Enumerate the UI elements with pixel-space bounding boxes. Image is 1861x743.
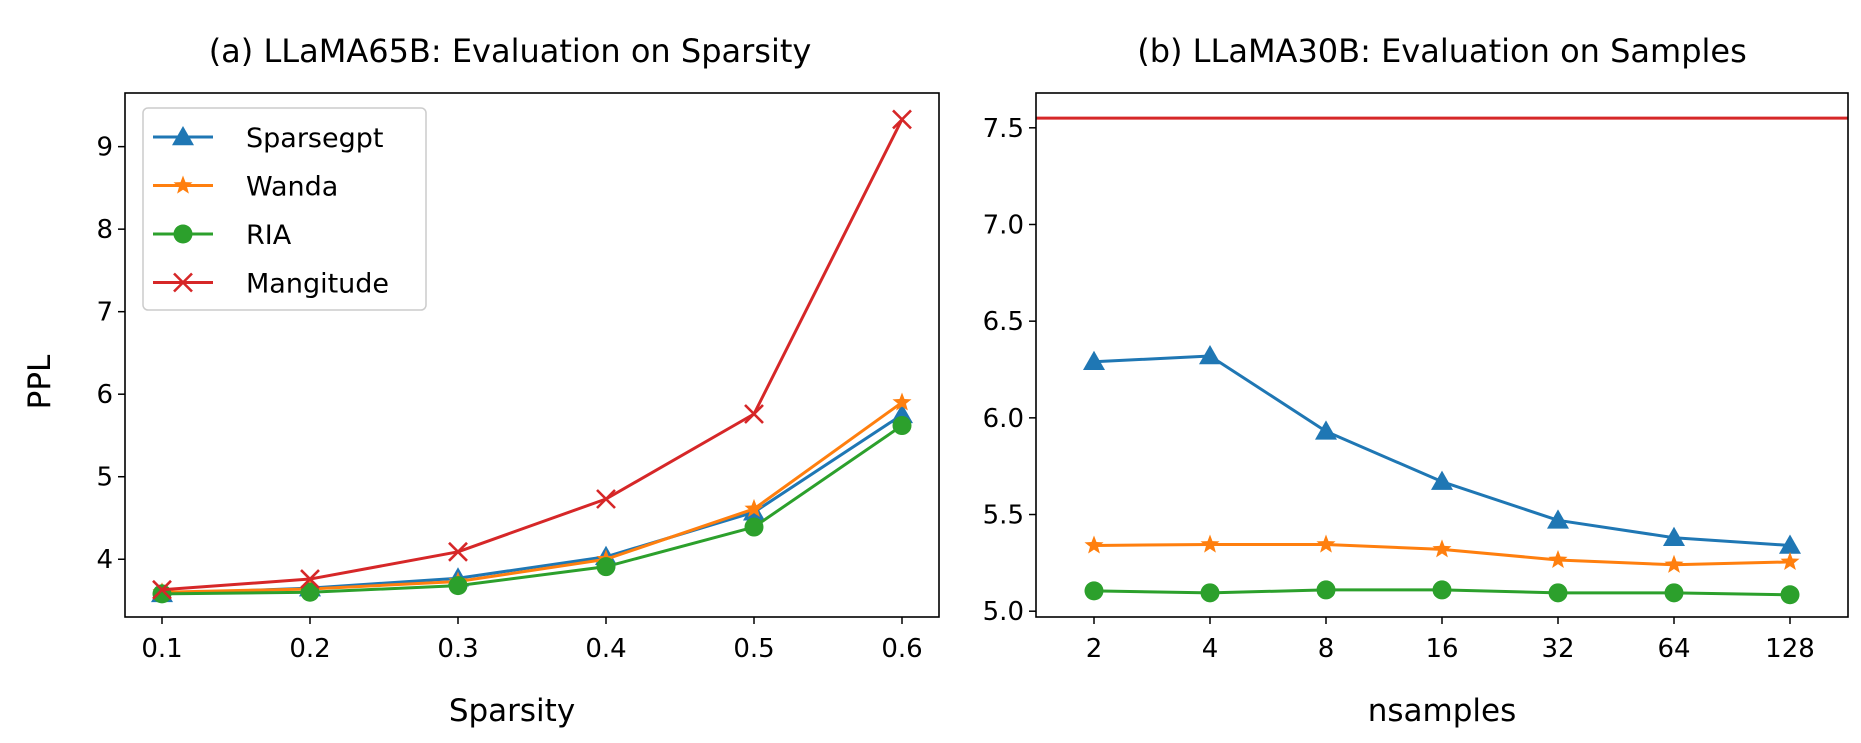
panel-b-series-3-point-1 [1084, 581, 1104, 601]
panel-a-ticks: 0.1 0.2 0.3 0.4 0.5 0.6 4 5 6 7 8 9 [96, 133, 922, 664]
panel-a-x-tick-label: 0.3 [437, 634, 478, 664]
panel-b-y-tick-label: 5.5 [983, 501, 1024, 531]
panel-a-plot-area [151, 109, 913, 604]
panel-a-y-tick-label: 8 [96, 215, 113, 245]
legend-swatch-marker [173, 224, 193, 244]
panel-a-mangitude-point-1 [152, 579, 172, 600]
panel-a-mangitude-line [161, 118, 904, 592]
panel-a-x-tick-label: 0.2 [289, 634, 330, 664]
panel-b-y-tick-label: 7.5 [983, 114, 1024, 144]
panel-b-series-1-point-6 [1663, 526, 1685, 546]
panel-a-x-tick-label: 0.4 [585, 634, 626, 664]
panel-a-mangitude-point-3 [448, 541, 468, 562]
panel-b-series-series-2 [1084, 534, 1800, 573]
panel-a-series-sparsegpt [151, 403, 913, 603]
panel-a-wanda-point-6 [892, 392, 912, 411]
panel-b-axes-frame [1035, 92, 1849, 618]
panel-b-series-3-point-3 [1316, 580, 1336, 600]
panel-a-y-tick-label: 4 [96, 545, 113, 575]
panel-a-ria-point-4 [596, 557, 616, 577]
panel-b-series-3-point-4 [1432, 580, 1452, 600]
panel-b-series-series-3 [1084, 580, 1800, 605]
panel-a-mangitude-point-5 [744, 404, 764, 424]
legend-entry-mangitude: Mangitude [153, 269, 389, 300]
panel-a-mangitude-point-2 [300, 569, 320, 589]
panel-b-y-tick-label: 6.0 [983, 404, 1024, 434]
panel-a-title: (a) LLaMA65B: Evaluation on Sparsity [209, 32, 812, 70]
panel-b-series-1-point-4 [1431, 470, 1453, 490]
panel-a-ria-point-3 [448, 576, 468, 596]
legend-label-mangitude: Mangitude [246, 269, 389, 300]
panel-a-y-tick-label: 5 [96, 463, 113, 493]
legend-swatch-marker [173, 175, 193, 194]
legend-swatch-marker [173, 272, 193, 293]
panel-b-series-1-point-2 [1199, 344, 1221, 365]
panel-b-y-tick-label: 7.0 [983, 210, 1024, 240]
legend-entry-wanda: Wanda [153, 172, 338, 203]
panel-a-x-tick-label: 0.1 [141, 634, 182, 664]
panel-a-legend: Sparsegpt Wanda RIA Mangitude [142, 107, 427, 311]
panel-b-y-tick-label: 6.5 [983, 307, 1024, 337]
panel-a-sparsegpt-line [161, 413, 903, 596]
panel-b-series-3-point-7 [1780, 585, 1800, 605]
panel-a-y-axis-label: PPL [22, 354, 58, 409]
legend-label-wanda: Wanda [246, 172, 338, 203]
panel-a-series-ria [152, 416, 912, 604]
panel-b-series-1-line [1093, 354, 1791, 547]
panel-a-ria-line [161, 424, 903, 596]
panel-b-series-2-point-4 [1432, 539, 1452, 558]
panel-b-series-2-point-5 [1548, 549, 1568, 569]
legend-label-ria: RIA [246, 220, 292, 251]
panel-b-plot-area [1036, 116, 1848, 605]
legend-entry-ria: RIA [153, 220, 292, 251]
panel-b-series-2-point-6 [1664, 554, 1684, 573]
panel-b-x-tick-label: 64 [1657, 634, 1690, 664]
panel-a-y-tick-label: 7 [96, 298, 113, 328]
panel-b-series-2-point-2 [1200, 534, 1220, 553]
panel-b-x-tick-label: 4 [1202, 634, 1219, 664]
panel-b-series-1-point-7 [1779, 534, 1801, 554]
panel-b-x-tick-label: 32 [1541, 634, 1574, 664]
panel-a-ria-point-2 [300, 582, 320, 602]
panel-b-y-tick-label: 5.0 [983, 597, 1024, 627]
panel-a-x-axis-label: Sparsity [449, 693, 575, 729]
panel-a-ria-point-6 [892, 416, 912, 436]
legend-swatch-marker [172, 126, 194, 146]
panel-b-series-3-point-6 [1664, 583, 1684, 603]
panel-a-wanda-point-5 [744, 498, 764, 517]
panel-b: (b) LLaMA30B: Evaluation on Samples nsam… [983, 32, 1849, 729]
panel-b-series-1-point-1 [1083, 350, 1105, 371]
panel-a-mangitude-point-6 [892, 109, 912, 130]
panel-b-series-2-point-7 [1780, 551, 1800, 570]
panel-a-ria-point-5 [744, 517, 764, 537]
panel-b-title: (b) LLaMA30B: Evaluation on Samples [1137, 32, 1747, 70]
panel-a-y-tick-label: 9 [96, 133, 113, 163]
panel-b-series-1-point-3 [1315, 420, 1337, 440]
legend-label-sparsegpt: Sparsegpt [246, 123, 383, 154]
legend-entry-sparsegpt: Sparsegpt [153, 123, 383, 154]
panel-b-ticks: 2 4 8 16 32 64 128 5.0 5.5 6.0 6.5 7.0 7.5 [983, 114, 1815, 664]
panel-a-wanda-line [161, 401, 903, 594]
panel-b-x-tick-label: 16 [1425, 634, 1458, 664]
panel-b-x-tick-label: 8 [1318, 634, 1335, 664]
panel-a-x-tick-label: 0.6 [881, 634, 922, 664]
panel-b-series-series-1 [1083, 344, 1801, 554]
panel-b-x-tick-label: 2 [1086, 634, 1103, 664]
panel-a-y-tick-label: 6 [96, 380, 113, 410]
panel-b-x-axis-label: nsamples [1368, 693, 1517, 729]
panel-b-x-tick-label: 128 [1765, 634, 1815, 664]
panel-b-series-3-point-2 [1200, 583, 1220, 603]
panel-b-series-2-point-1 [1084, 535, 1104, 554]
panel-a-series-mangitude [152, 109, 912, 600]
panel-b-series-2-point-3 [1316, 534, 1336, 553]
panel-b-series-3-point-5 [1548, 583, 1568, 603]
panel-a: (a) LLaMA65B: Evaluation on Sparsity Spa… [22, 32, 940, 729]
panel-a-axes-frame [124, 92, 940, 618]
panel-a-x-tick-label: 0.5 [733, 634, 774, 664]
panel-b-series-1-point-5 [1547, 509, 1569, 529]
legend-box [142, 107, 427, 311]
panel-a-ria-point-1 [152, 584, 172, 604]
panel-a-mangitude-point-4 [596, 489, 616, 509]
